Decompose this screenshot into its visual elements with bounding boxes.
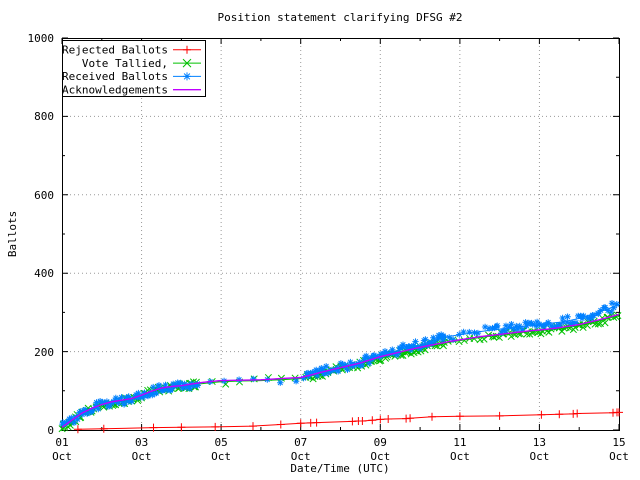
x-tick-label-day: 13 bbox=[533, 436, 546, 449]
y-tick-label: 800 bbox=[34, 110, 54, 123]
x-tick-label-month: Oct bbox=[211, 450, 231, 463]
y-tick-label: 200 bbox=[34, 346, 54, 359]
x-tick-label-day: 07 bbox=[294, 436, 307, 449]
legend-label-received: Received Ballots bbox=[62, 70, 168, 83]
y-axis-label: Ballots bbox=[6, 211, 19, 257]
x-tick-label-day: 01 bbox=[55, 436, 68, 449]
legend-sample-marker-cross bbox=[182, 58, 192, 68]
x-tick-label-month: Oct bbox=[609, 450, 629, 463]
legend-label-acknowledgements: Acknowledgements bbox=[62, 83, 168, 96]
x-tick-label-month: Oct bbox=[291, 450, 311, 463]
legend: Rejected Ballots Vote Tallied, Received … bbox=[62, 40, 206, 97]
x-tick-label-day: 05 bbox=[214, 436, 227, 449]
x-tick-label-month: Oct bbox=[450, 450, 470, 463]
y-tick-labels: 0 200 400 600 800 1000 bbox=[28, 32, 55, 437]
legend-label-rejected: Rejected Ballots bbox=[62, 44, 168, 57]
legend-sample-marker-asterisk bbox=[183, 72, 191, 81]
legend-label-tallied: Vote Tallied, bbox=[82, 57, 168, 70]
x-tick-label-month: Oct bbox=[529, 450, 549, 463]
x-tick-label-day: 15 bbox=[612, 436, 625, 449]
x-tick-label-day: 11 bbox=[453, 436, 466, 449]
y-tick-label: 600 bbox=[34, 189, 54, 202]
legend-line-samples bbox=[173, 45, 201, 91]
series-markers bbox=[73, 408, 623, 434]
y-tick-label: 1000 bbox=[28, 32, 55, 45]
legend-sample-marker-plus bbox=[183, 45, 191, 54]
x-tick-label-day: 03 bbox=[135, 436, 148, 449]
y-tick-label: 0 bbox=[47, 424, 54, 437]
plot-area bbox=[58, 37, 623, 434]
x-tick-label-day: 09 bbox=[374, 436, 387, 449]
chart-title: Position statement clarifying DFSG #2 bbox=[217, 11, 462, 24]
x-tick-label-month: Oct bbox=[52, 450, 72, 463]
x-tick-label-month: Oct bbox=[132, 450, 152, 463]
x-tick-label-month: Oct bbox=[370, 450, 390, 463]
x-axis-label: Date/Time (UTC) bbox=[290, 462, 389, 475]
y-tick-label: 400 bbox=[34, 267, 54, 280]
x-tick-labels: 01 Oct 03 Oct 05 Oct 07 Oct 09 Oct 11 Oc… bbox=[52, 436, 629, 463]
